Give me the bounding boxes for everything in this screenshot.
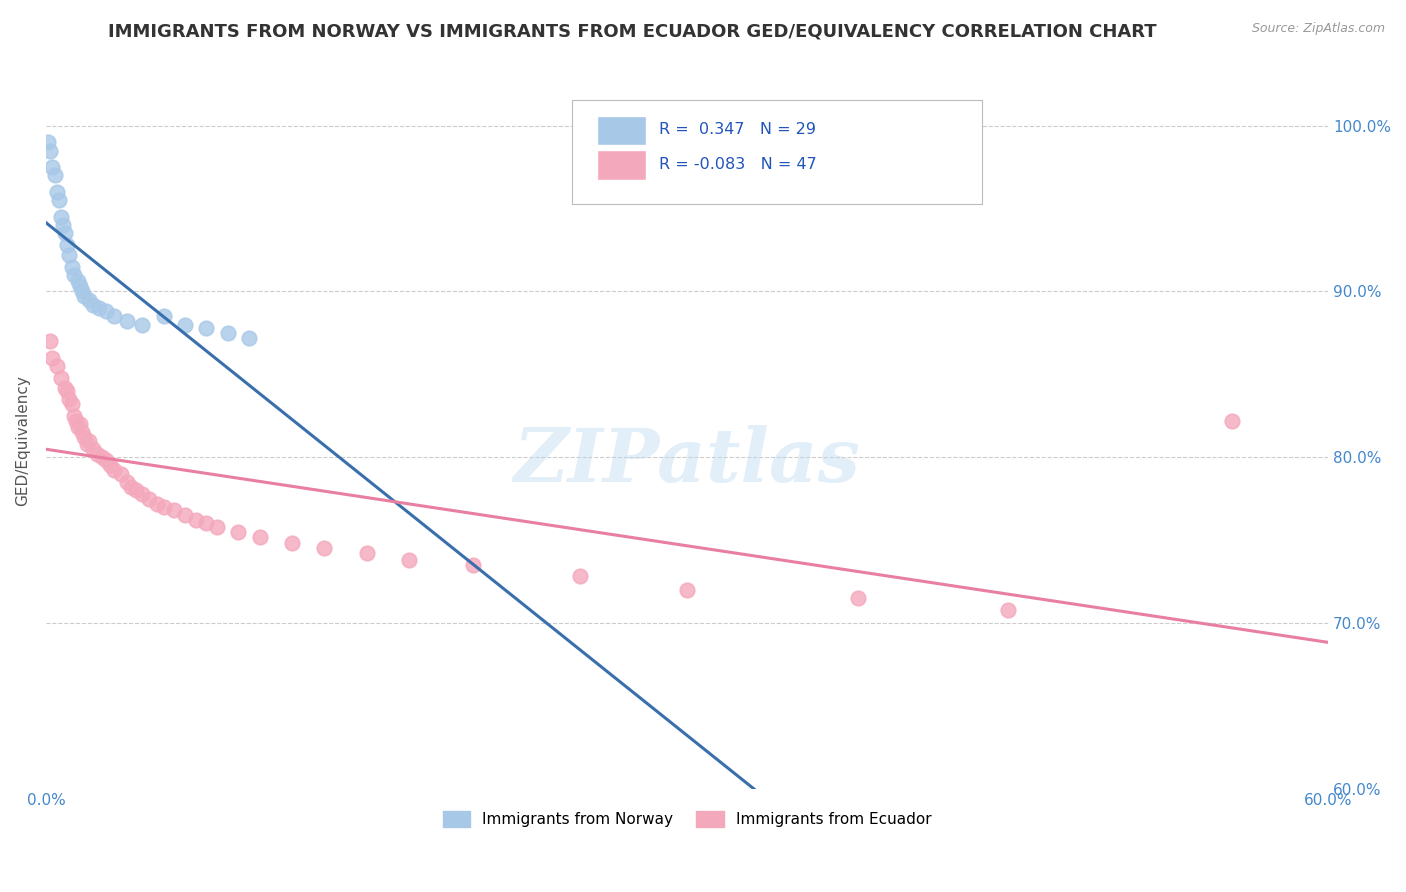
Point: [125, 483, 148, 498]
Point: [152, 310, 174, 324]
Point: [86, 447, 108, 461]
Point: [48, 194, 70, 208]
Point: [131, 318, 153, 332]
Point: [94, 304, 117, 318]
Point: [184, 513, 207, 527]
Point: [41, 160, 63, 174]
Point: [312, 541, 335, 556]
Point: [398, 553, 420, 567]
Point: [62, 409, 84, 423]
Point: [120, 480, 142, 494]
Point: [103, 463, 125, 477]
Legend: Immigrants from Norway, Immigrants from Ecuador: Immigrants from Norway, Immigrants from …: [436, 805, 938, 833]
Point: [66, 420, 89, 434]
Point: [72, 285, 94, 299]
Point: [103, 310, 125, 324]
Point: [82, 298, 104, 312]
Point: [115, 475, 138, 489]
Point: [98, 458, 121, 473]
Point: [53, 227, 76, 241]
Point: [52, 218, 75, 232]
Point: [569, 569, 592, 583]
Point: [49, 210, 72, 224]
Point: [226, 524, 249, 539]
Point: [44, 169, 66, 183]
Point: [76, 437, 98, 451]
Bar: [598, 116, 645, 145]
Point: [39, 144, 62, 158]
Point: [280, 536, 302, 550]
Point: [463, 558, 485, 572]
Point: [90, 450, 112, 464]
Point: [49, 370, 72, 384]
Text: R = -0.083   N = 47: R = -0.083 N = 47: [659, 157, 817, 172]
Point: [110, 467, 132, 481]
Point: [217, 326, 239, 340]
Point: [238, 331, 260, 345]
Y-axis label: GED/Equivalency: GED/Equivalency: [15, 376, 30, 506]
Point: [41, 351, 63, 365]
Point: [72, 425, 94, 440]
Point: [195, 516, 218, 531]
Point: [62, 268, 84, 282]
Point: [146, 496, 169, 510]
Point: [56, 238, 79, 252]
Point: [356, 546, 378, 560]
Point: [58, 248, 80, 262]
Point: [66, 275, 89, 289]
Point: [138, 491, 160, 506]
Text: ZIPatlas: ZIPatlas: [513, 425, 860, 498]
Point: [56, 384, 79, 398]
Point: [89, 301, 111, 315]
Point: [249, 530, 271, 544]
Point: [163, 503, 186, 517]
Point: [173, 508, 195, 522]
Point: [73, 289, 96, 303]
Point: [37, 136, 59, 150]
Point: [676, 582, 699, 597]
FancyBboxPatch shape: [572, 100, 981, 204]
Point: [1220, 414, 1243, 428]
Point: [45, 359, 67, 373]
Point: [39, 334, 62, 348]
Point: [77, 293, 100, 307]
Point: [77, 434, 100, 448]
Text: IMMIGRANTS FROM NORWAY VS IMMIGRANTS FROM ECUADOR GED/EQUIVALENCY CORRELATION CH: IMMIGRANTS FROM NORWAY VS IMMIGRANTS FRO…: [108, 22, 1157, 40]
Point: [131, 486, 153, 500]
Bar: [598, 151, 645, 179]
Point: [69, 417, 91, 431]
Point: [152, 500, 174, 514]
Point: [53, 380, 76, 394]
Point: [45, 185, 67, 199]
Point: [60, 260, 83, 274]
Point: [69, 279, 91, 293]
Text: R =  0.347   N = 29: R = 0.347 N = 29: [659, 122, 815, 137]
Point: [205, 519, 228, 533]
Text: Source: ZipAtlas.com: Source: ZipAtlas.com: [1251, 22, 1385, 36]
Point: [997, 602, 1019, 616]
Point: [58, 392, 80, 406]
Point: [195, 321, 218, 335]
Point: [60, 397, 83, 411]
Point: [65, 414, 87, 428]
Point: [846, 591, 869, 605]
Point: [115, 314, 138, 328]
Point: [94, 453, 117, 467]
Point: [73, 430, 96, 444]
Point: [173, 318, 195, 332]
Point: [82, 442, 104, 456]
